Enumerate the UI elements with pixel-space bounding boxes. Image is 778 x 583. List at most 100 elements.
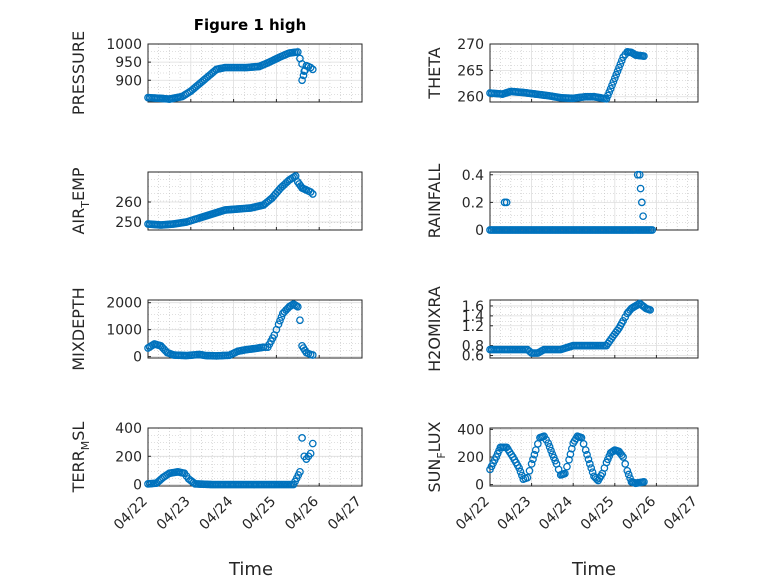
data-point: [296, 468, 304, 476]
subplot-8: 0 200 400 04/22 04/23 04/24 04/25 04/26 04/27 SUN…: [425, 421, 701, 533]
y-axis-label-main: TERR: [69, 450, 88, 493]
x-tick-label: 04/25: [239, 494, 279, 534]
y-axis-label-main: PRESSURE: [69, 31, 88, 115]
data-point: [299, 71, 308, 80]
y-tick-label: 950: [115, 55, 142, 71]
axes-box: [147, 427, 363, 487]
data-point: [621, 460, 630, 468]
data-point: [545, 443, 554, 451]
data-point: [276, 316, 284, 325]
data-point: [581, 446, 590, 454]
data-point: [308, 351, 317, 359]
x-tick-label: 04/22: [111, 494, 151, 534]
data-point: [640, 478, 648, 486]
series-markers: [486, 432, 648, 488]
y-tick-label: 0: [475, 478, 484, 494]
data-point: [529, 455, 537, 464]
data-point: [587, 464, 596, 472]
y-tick-label: 270: [457, 37, 484, 53]
data-point: [525, 466, 534, 475]
series-markers: [144, 48, 317, 103]
y-axis-label-main: H2OMIXRA: [425, 286, 444, 372]
data-point: [515, 464, 523, 472]
data-point: [525, 347, 534, 356]
series-markers: [144, 172, 317, 229]
y-tick-label: 1.2: [462, 319, 484, 335]
data-point: [293, 302, 302, 311]
y-axis-label-main: AIR: [69, 208, 88, 235]
y-tick-label: 1.6: [462, 299, 484, 315]
data-point: [308, 190, 317, 198]
y-tick-label: 265: [457, 63, 484, 79]
data-point: [306, 449, 315, 458]
y-tick-label: 0.6: [462, 349, 484, 365]
data-point: [308, 439, 317, 448]
subplot-4: 0 0.2 0.4 RAINFALL: [425, 164, 699, 239]
y-tick-label: 0: [133, 478, 142, 494]
y-tick-label: 400: [115, 421, 142, 437]
subplot-2: 260 265 270 THETA: [425, 37, 699, 106]
data-point: [306, 188, 315, 196]
y-axis-label: MIXDEPTH: [69, 287, 88, 370]
x-tick-label: 04/24: [536, 493, 576, 533]
y-tick-label: 200: [457, 450, 484, 466]
axes-border: [489, 43, 699, 103]
x-tick-label: 04/25: [578, 494, 618, 534]
axes-border: [147, 43, 363, 103]
x-axis-label-right: Time: [571, 559, 616, 580]
y-axis-label-main: THETA: [425, 47, 444, 99]
data-point: [298, 60, 306, 68]
data-point: [640, 52, 648, 60]
x-tick-label: 04/23: [495, 494, 535, 534]
figure-title: Figure 1 high: [194, 16, 307, 34]
data-point: [646, 306, 655, 314]
y-axis-label: PRESSURE: [69, 31, 88, 115]
y-axis-label: TERRMSL: [69, 422, 92, 494]
data-point: [298, 76, 306, 85]
y-axis-label-sub: F: [435, 452, 448, 458]
data-point: [544, 439, 553, 448]
data-point: [617, 56, 626, 65]
data-point: [624, 470, 633, 479]
data-point: [648, 226, 657, 234]
data-point: [623, 466, 632, 475]
data-point: [530, 450, 539, 459]
data-point: [583, 450, 591, 459]
subplot-3: 250 260 AIRTEMP: [69, 167, 363, 235]
y-tick-label: 260: [457, 90, 484, 106]
x-tick-label: 04/23: [154, 494, 194, 534]
data-point: [274, 320, 283, 329]
y-axis-label: AIRTEMP: [69, 167, 92, 234]
y-axis-label-tail: LUX: [425, 421, 444, 452]
subplot-6: 0.60.8 1.21.41.6 H2OMIXRA: [425, 286, 699, 372]
y-axis-label: H2OMIXRA: [425, 286, 444, 372]
data-point: [610, 74, 619, 83]
axes-box: [489, 171, 699, 231]
data-point: [296, 316, 304, 325]
x-tick-label: 04/26: [619, 493, 659, 533]
y-axis-label: SUNFLUX: [425, 421, 448, 492]
y-tick-label: 0.8: [462, 339, 484, 355]
data-point: [563, 462, 571, 471]
data-point: [612, 70, 621, 79]
data-point: [606, 84, 615, 93]
data-point: [523, 473, 532, 482]
series-markers: [486, 48, 648, 103]
y-tick-label: 900: [115, 73, 142, 89]
x-tick-label: 04/22: [453, 494, 493, 534]
x-tick-label: 04/27: [661, 494, 701, 534]
data-point: [516, 467, 525, 476]
y-tick-label: 200: [115, 449, 142, 465]
data-point: [619, 316, 627, 325]
data-point: [636, 184, 645, 193]
axes-border: [489, 299, 699, 359]
y-axis-label: RAINFALL: [425, 164, 444, 239]
data-point: [585, 460, 594, 468]
y-axis-label: THETA: [425, 47, 444, 99]
data-point: [639, 212, 647, 221]
y-tick-label: 1000: [106, 323, 142, 339]
subplot-1: 900 950 1000 PRESSURE: [69, 31, 363, 115]
axes-border: [147, 299, 363, 359]
data-point: [608, 81, 616, 90]
